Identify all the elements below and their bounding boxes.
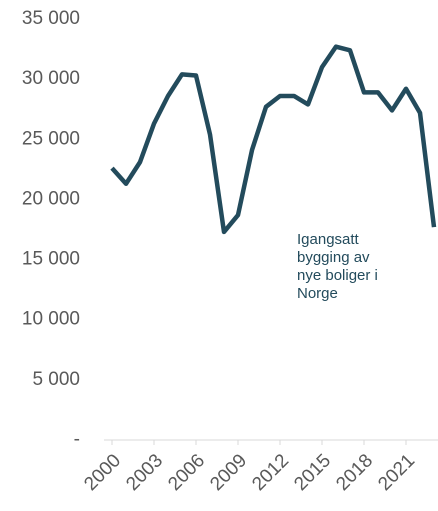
y-tick-label: 35 000 [22, 8, 80, 29]
annotation: bygging av [297, 249, 370, 266]
x-tick-label: 2009 [206, 450, 251, 495]
y-tick-label: 5 000 [32, 369, 80, 390]
annotation: Norge [297, 285, 338, 302]
x-tick-label: 2003 [122, 450, 167, 495]
annotation: Igangsatt [297, 231, 360, 248]
x-tick-label: 2006 [164, 450, 209, 495]
line [110, 44, 437, 235]
x-tick-label: 2015 [290, 450, 335, 495]
x-tick-label: 2012 [248, 450, 293, 495]
y-tick-label: 25 000 [22, 128, 80, 149]
y-tick-label: 10 000 [22, 309, 80, 330]
x-tick-label: 2021 [374, 450, 419, 495]
x-tick-label: 2000 [80, 450, 125, 495]
y-tick-label: 30 000 [22, 68, 80, 89]
y-tick-label: - [74, 429, 80, 450]
y-tick-label: 20 000 [22, 188, 80, 209]
annotation: nye boliger i [297, 267, 378, 284]
y-tick-label: 15 000 [22, 249, 80, 270]
x-tick-label: 2018 [332, 450, 377, 495]
